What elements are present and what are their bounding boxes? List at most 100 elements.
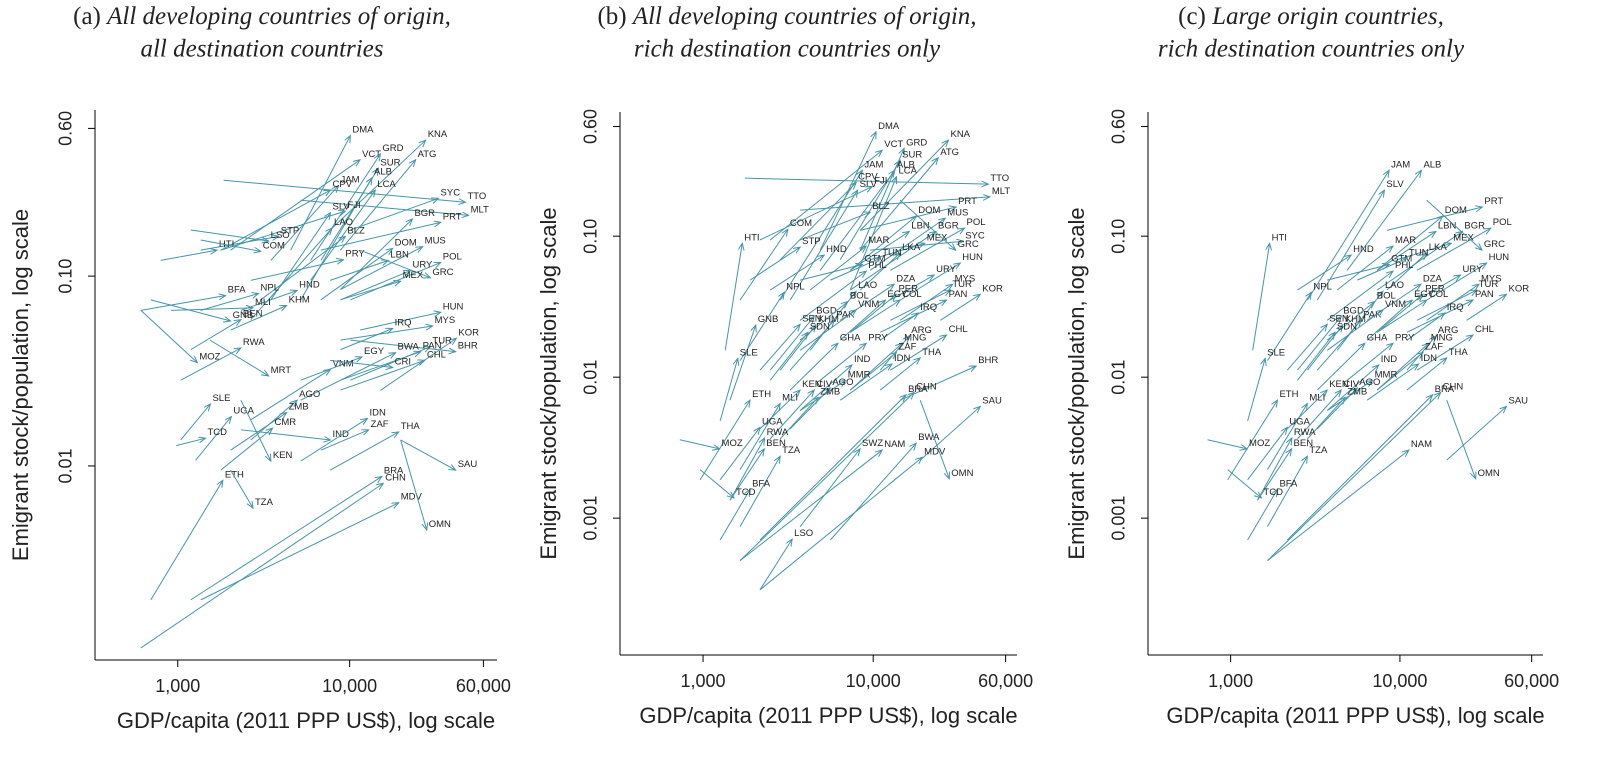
arrow-label: BGR (1464, 220, 1485, 231)
arrow-label: SLE (740, 347, 758, 358)
arrow-label: BGR (938, 220, 959, 231)
arrow-label: PAN (423, 341, 442, 352)
arrow (719, 358, 738, 421)
arrow (759, 457, 922, 591)
arrow (789, 320, 834, 371)
arrow-label: CHN (1443, 381, 1464, 392)
y-tick-label: 0.001 (581, 496, 601, 541)
arrow-label: ETH (225, 469, 244, 480)
arrow-label: GHA (840, 332, 861, 343)
arrow (729, 449, 764, 501)
arrow (739, 229, 788, 301)
arrow-label: HUN (443, 301, 464, 312)
arrow (779, 170, 862, 301)
arrow-label: JAM (341, 175, 360, 186)
arrow-label: TUR (432, 336, 452, 347)
arrow (1327, 264, 1389, 281)
x-tick-label: 60,000 (1504, 671, 1559, 691)
arrow (699, 469, 734, 498)
arrow (350, 198, 438, 231)
arrow-label: LCA (377, 179, 396, 190)
arrow-label: COL (902, 289, 922, 300)
arrow (849, 300, 900, 333)
arrow (1297, 332, 1334, 381)
arrow (1247, 358, 1266, 421)
arrow-label: BFA (1279, 478, 1298, 489)
arrow (200, 503, 399, 601)
arrow (779, 325, 816, 371)
arrow (769, 316, 814, 371)
arrow-label: NAM (884, 439, 905, 450)
arrow (1336, 246, 1393, 291)
arrow (340, 281, 400, 301)
arrow-label: MNG (904, 332, 926, 343)
arrow-label: CPV (858, 172, 878, 183)
arrow (220, 190, 331, 251)
arrow-label: JAM (1391, 159, 1410, 170)
title-line: all destination countries (140, 36, 383, 63)
arrow-label: LKA (1429, 242, 1448, 253)
arrow-label: MRT (271, 365, 292, 376)
arrow-label: ALB (1423, 159, 1441, 170)
arrow-label: COM (790, 218, 812, 229)
arrow-label: LSO (271, 230, 290, 241)
arrow-label: ARG (911, 325, 932, 336)
arrow-label: CHL (1475, 324, 1494, 335)
arrow-label: PRT (443, 211, 462, 222)
arrow-label: GRD (906, 137, 927, 148)
arrow (300, 199, 469, 215)
arrow (759, 187, 872, 241)
arrow (220, 428, 273, 471)
arrow-label: URY (936, 264, 957, 275)
arrow (719, 427, 760, 481)
arrow-label: PAN (949, 289, 968, 300)
arrow-label: IND (854, 354, 871, 365)
arrow (223, 179, 466, 202)
arrow-label: LAO (858, 280, 877, 291)
arrow (870, 243, 925, 261)
x-tick-label: 10,000 (1372, 671, 1427, 691)
arrow-label: JAM (864, 159, 883, 170)
arrow (739, 456, 780, 527)
arrow-label: PAN (1475, 289, 1494, 300)
arrow-label: HTI (744, 232, 759, 243)
arrow-label: HND (1353, 244, 1374, 255)
arrow (890, 275, 934, 301)
y-tick-label: 0.01 (1109, 360, 1129, 395)
arrow (300, 357, 362, 381)
arrow-label: DZA (896, 273, 916, 284)
arrow-label: RWA (767, 427, 789, 438)
arrow (190, 476, 382, 601)
arrow-label: THA (1449, 347, 1469, 358)
arrow-label: AGO (832, 377, 853, 388)
arrow-label: MYS (1481, 273, 1502, 284)
x-axis-title: GDP/capita (2011 PPP US$), log scale (1166, 703, 1544, 728)
arrow-label: TCD (736, 487, 756, 498)
arrow (240, 399, 271, 461)
arrow (830, 258, 880, 281)
title-line: Large origin countries, (1211, 3, 1444, 30)
arrow (849, 231, 936, 291)
arrow-label: BWA (918, 432, 940, 443)
arrow (1376, 231, 1462, 291)
arrow (769, 150, 882, 241)
arrow (1406, 313, 1445, 341)
arrow (759, 324, 800, 371)
arrow (1307, 397, 1345, 440)
panel: (b) All developing countries of origin, r… (536, 3, 1033, 728)
x-tick-label: 60,000 (978, 671, 1033, 691)
x-tick-label: 1,000 (681, 671, 726, 691)
arrow (859, 140, 948, 231)
arrow-label: MDV (401, 492, 423, 503)
arrow-label: BGD (816, 305, 837, 316)
arrow (839, 300, 885, 341)
x-tick-label: 10,000 (846, 671, 901, 691)
arrow (1316, 388, 1357, 430)
arrow (679, 439, 720, 449)
arrow-label: HUN (1489, 252, 1510, 263)
arrow-label: POL (443, 251, 462, 262)
arrow-label: SYC (441, 187, 461, 198)
arrow (340, 328, 392, 351)
arrow-label: TZA (255, 497, 274, 508)
